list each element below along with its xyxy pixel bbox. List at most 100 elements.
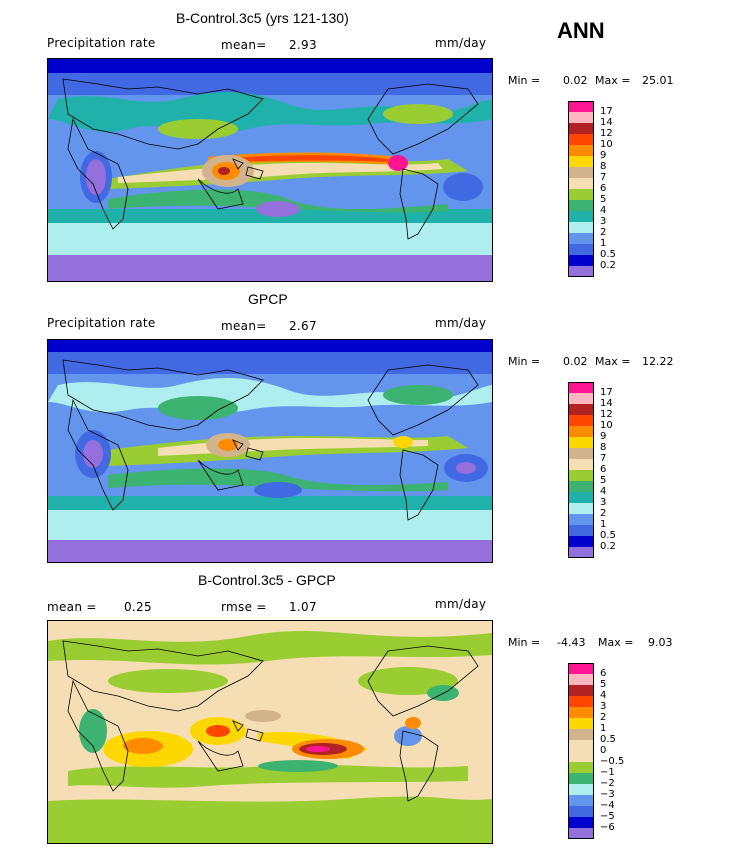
panel1-max-label: Max = (595, 74, 631, 87)
panel2-max-label: Max = (595, 355, 631, 368)
legend-label: 7 (600, 172, 607, 183)
panel3-units: mm/day (435, 597, 487, 611)
panel1-mean-value: 2.93 (289, 38, 317, 52)
legend-swatch (568, 696, 594, 707)
legend-swatch (568, 784, 594, 795)
legend-swatch (568, 514, 594, 525)
legend-label: −5 (600, 811, 615, 822)
legend-swatch (568, 663, 594, 674)
panel2-units: mm/day (435, 316, 487, 330)
panel3-max-label: Max = (598, 636, 634, 649)
panel2-mean-value: 2.67 (289, 319, 317, 333)
panel1-units: mm/day (435, 36, 487, 50)
legend-label: 2 (600, 712, 607, 723)
legend-label: 6 (600, 183, 607, 194)
legend-swatch (568, 145, 594, 156)
legend-swatch (568, 536, 594, 547)
legend-swatch (568, 112, 594, 123)
legend-label: 2 (600, 227, 607, 238)
legend-swatch (568, 404, 594, 415)
legend-swatch (568, 547, 594, 558)
legend-label: 9 (600, 431, 607, 442)
panel1-mean-label: mean= (221, 38, 267, 52)
panel2-legend: 17 14 12 10 9 8 7 6 5 4 3 2 1 0.5 0.2 (568, 382, 680, 558)
legend-label: 0.2 (600, 260, 616, 271)
legend-swatch (568, 222, 594, 233)
legend-label: 9 (600, 150, 607, 161)
legend-label: 6 (600, 668, 607, 679)
legend-swatch (568, 470, 594, 481)
legend-label: 12 (600, 409, 613, 420)
panel3-map (47, 620, 493, 844)
legend-swatch (568, 167, 594, 178)
panel2-title: GPCP (248, 291, 288, 307)
legend-label: 8 (600, 442, 607, 453)
legend-swatch (568, 674, 594, 685)
legend-swatch (568, 773, 594, 784)
legend-swatch (568, 211, 594, 222)
legend-swatch (568, 134, 594, 145)
panel2-min-label: Min = (508, 355, 541, 368)
panel3-mean-label: mean = (47, 600, 97, 614)
legend-swatch (568, 415, 594, 426)
panel3-title: B-Control.3c5 - GPCP (198, 572, 336, 588)
legend-swatch (568, 200, 594, 211)
legend-swatch (568, 266, 594, 277)
legend-label: 14 (600, 117, 613, 128)
legend-label: 5 (600, 194, 607, 205)
legend-label: 1 (600, 519, 607, 530)
panel3-min-value: -4.43 (557, 636, 586, 649)
panel2-mean-label: mean= (221, 319, 267, 333)
legend-label: 2 (600, 508, 607, 519)
legend-swatch (568, 740, 594, 751)
legend-swatch (568, 101, 594, 112)
legend-swatch (568, 123, 594, 134)
legend-label: 12 (600, 128, 613, 139)
legend-swatch (568, 729, 594, 740)
legend-label: 0 (600, 745, 607, 756)
legend-label: 4 (600, 690, 607, 701)
legend-label: 10 (600, 420, 613, 431)
legend-label: 17 (600, 106, 613, 117)
legend-swatch (568, 437, 594, 448)
panel1-min-value: 0.02 (563, 74, 588, 87)
panel2-map (47, 339, 493, 563)
legend-label: −3 (600, 789, 615, 800)
legend-swatch (568, 806, 594, 817)
legend-swatch (568, 189, 594, 200)
legend-label: 17 (600, 387, 613, 398)
panel2-max-value: 12.22 (642, 355, 674, 368)
panel1-min-label: Min = (508, 74, 541, 87)
legend-swatch (568, 178, 594, 189)
legend-label: −1 (600, 767, 615, 778)
legend-swatch (568, 448, 594, 459)
legend-label: 3 (600, 216, 607, 227)
legend-swatch (568, 481, 594, 492)
legend-swatch (568, 492, 594, 503)
legend-label: 4 (600, 205, 607, 216)
panel1-title: B-Control.3c5 (yrs 121-130) (176, 10, 349, 26)
legend-swatch (568, 751, 594, 762)
panel3-mean-value: 0.25 (124, 600, 152, 614)
legend-swatch (568, 762, 594, 773)
legend-label: 8 (600, 161, 607, 172)
legend-label: −4 (600, 800, 615, 811)
legend-label: 5 (600, 475, 607, 486)
legend-label: 5 (600, 679, 607, 690)
legend-label: 0.5 (600, 249, 616, 260)
legend-label: 0.5 (600, 530, 616, 541)
panel3-min-label: Min = (508, 636, 541, 649)
legend-label: 14 (600, 398, 613, 409)
legend-label: −0.5 (600, 756, 625, 767)
legend-swatch (568, 707, 594, 718)
legend-label: −6 (600, 822, 615, 833)
legend-swatch (568, 685, 594, 696)
legend-label: 1 (600, 723, 607, 734)
panel1-map (47, 58, 493, 282)
panel3-legend: 6 5 4 3 2 1 0.5 0 −0.5 −1 −2 −3 −4 −5 −6 (568, 663, 680, 839)
legend-label: 6 (600, 464, 607, 475)
legend-swatch (568, 525, 594, 536)
legend-swatch (568, 503, 594, 514)
legend-swatch (568, 393, 594, 404)
legend-label: 4 (600, 486, 607, 497)
